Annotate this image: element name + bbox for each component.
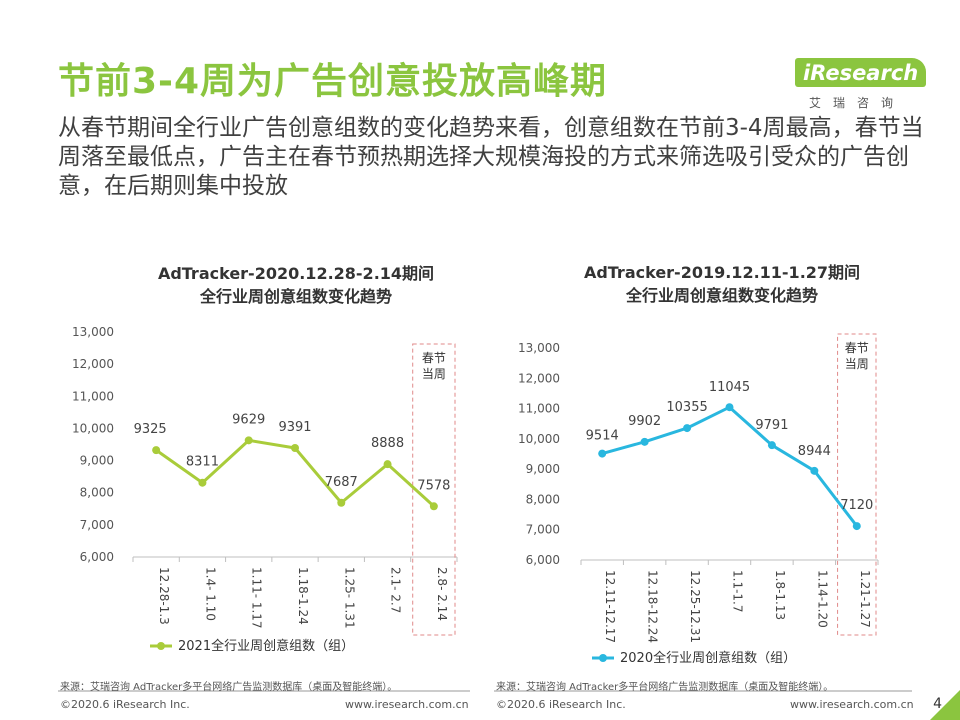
right-data-label: 8944 xyxy=(798,444,831,459)
copyright-right: ©2020.6 iResearch Inc. xyxy=(496,698,626,711)
right-chart-title: AdTracker-2019.12.11-1.27期间 xyxy=(584,263,860,282)
right-data-point xyxy=(852,522,861,531)
right-data-label: 11045 xyxy=(709,380,750,395)
iresearch-logo: iResearch 艾瑞咨询 xyxy=(795,50,927,110)
copyright-left: ©2020.6 iResearch Inc. xyxy=(60,698,190,711)
source-note-left: 来源：艾瑞咨询 AdTracker多平台网络广告监测数据库（桌面及智能终端）。 xyxy=(60,682,398,693)
left-x-tick-label: 1.18-1.24 xyxy=(296,567,310,625)
corner-accent-triangle xyxy=(930,690,960,720)
right-legend-label: 2020全行业周创意组数（组） xyxy=(620,650,796,666)
left-y-tick-label: 6,000 xyxy=(80,550,114,564)
right-data-label: 10355 xyxy=(666,400,707,415)
left-chart-subtitle: 全行业周创意组数变化趋势 xyxy=(199,287,392,306)
left-data-point xyxy=(152,446,161,455)
page-title: 节前3-4周为广告创意投放高峰期 xyxy=(58,61,608,102)
left-data-label: 9325 xyxy=(134,422,167,437)
left-data-label: 7687 xyxy=(325,475,358,490)
right-y-tick-label: 13,000 xyxy=(518,341,560,355)
page-subtitle: 从春节期间全行业广告创意组数的变化趋势来看，创意组数在节前3-4周最高，春节当周… xyxy=(58,115,924,199)
page-number: 4 xyxy=(933,696,942,712)
left-data-point xyxy=(337,498,346,507)
right-x-tick-label: 12.11-12.17 xyxy=(603,570,617,643)
right-legend-marker xyxy=(599,654,607,662)
left-data-label: 9391 xyxy=(278,420,311,435)
left-y-tick-label: 8,000 xyxy=(80,486,114,500)
left-data-label: 8888 xyxy=(371,436,404,451)
left-y-tick-label: 12,000 xyxy=(72,357,114,371)
right-x-tick-label: 1.14-1.20 xyxy=(815,570,829,628)
left-x-tick-label: 1.4- 1.10 xyxy=(203,567,217,621)
left-data-point xyxy=(291,444,299,453)
left-data-label: 9629 xyxy=(232,412,265,427)
right-data-point xyxy=(683,424,692,433)
right-chart-subtitle: 全行业周创意组数变化趋势 xyxy=(625,286,818,305)
left-data-label: 8311 xyxy=(186,455,219,470)
right-y-tick-label: 9,000 xyxy=(526,462,560,476)
right-x-tick-label: 1.8-1.13 xyxy=(773,570,787,620)
left-y-tick-label: 11,000 xyxy=(72,389,114,403)
left-x-tick-label: 2.8- 2.14 xyxy=(435,567,449,621)
left-data-point xyxy=(198,478,207,487)
website-right: www.iresearch.com.cn xyxy=(790,698,914,711)
right-data-point xyxy=(767,441,776,450)
right-y-tick-label: 7,000 xyxy=(526,523,560,537)
left-legend-label: 2021全行业周创意组数（组） xyxy=(178,638,354,654)
right-data-point xyxy=(640,437,649,446)
right-holiday-label-line2: 当周 xyxy=(845,357,869,371)
logo-wordmark: iResearch xyxy=(795,58,927,87)
left-y-tick-label: 7,000 xyxy=(80,518,114,532)
right-y-tick-label: 11,000 xyxy=(518,402,560,416)
right-y-tick-label: 6,000 xyxy=(526,553,560,567)
left-data-point xyxy=(244,436,253,445)
right-y-tick-label: 10,000 xyxy=(518,432,560,446)
right-y-tick-label: 12,000 xyxy=(518,371,560,385)
right-data-label: 9791 xyxy=(755,418,788,433)
left-y-tick-label: 13,000 xyxy=(72,325,114,339)
right-data-point xyxy=(725,403,734,412)
right-data-label: 7120 xyxy=(840,498,873,513)
right-x-tick-label: 12.18-12.24 xyxy=(646,570,660,643)
right-data-point xyxy=(810,466,819,475)
right-x-tick-label: 12.25-12.31 xyxy=(688,570,702,643)
left-x-tick-label: 2.1- 2.7 xyxy=(389,567,403,613)
left-data-label: 7578 xyxy=(417,478,450,493)
left-y-tick-label: 9,000 xyxy=(80,454,114,468)
right-x-tick-label: 1.1-1.7 xyxy=(731,570,745,613)
left-holiday-week-highlight xyxy=(412,343,456,636)
left-x-tick-label: 12.28-1.3 xyxy=(157,567,171,625)
left-data-point xyxy=(383,460,392,469)
left-chart-title: AdTracker-2020.12.28-2.14期间 xyxy=(158,264,434,283)
right-data-label: 9902 xyxy=(628,414,661,429)
right-data-label: 9514 xyxy=(586,429,619,444)
right-x-tick-label: 1.21-1.27 xyxy=(858,570,872,628)
left-data-point xyxy=(429,502,438,511)
right-data-point xyxy=(598,449,607,458)
left-holiday-label-line2: 当周 xyxy=(422,367,446,381)
left-x-tick-label: 1.11- 1.17 xyxy=(250,567,264,629)
left-x-tick-label: 1.25- 1.31 xyxy=(342,567,356,629)
right-holiday-week-highlight xyxy=(837,333,877,636)
source-note-right: 来源：艾瑞咨询 AdTracker多平台网络广告监测数据库（桌面及智能终端）。 xyxy=(496,682,834,693)
left-y-tick-label: 10,000 xyxy=(72,421,114,435)
right-holiday-label-line1: 春节 xyxy=(845,341,869,355)
left-legend-marker xyxy=(157,642,165,650)
website-left: www.iresearch.com.cn xyxy=(345,698,469,711)
left-holiday-label-line1: 春节 xyxy=(422,351,446,365)
logo-subtitle: 艾瑞咨询 xyxy=(809,96,906,110)
right-y-tick-label: 8,000 xyxy=(526,492,560,506)
